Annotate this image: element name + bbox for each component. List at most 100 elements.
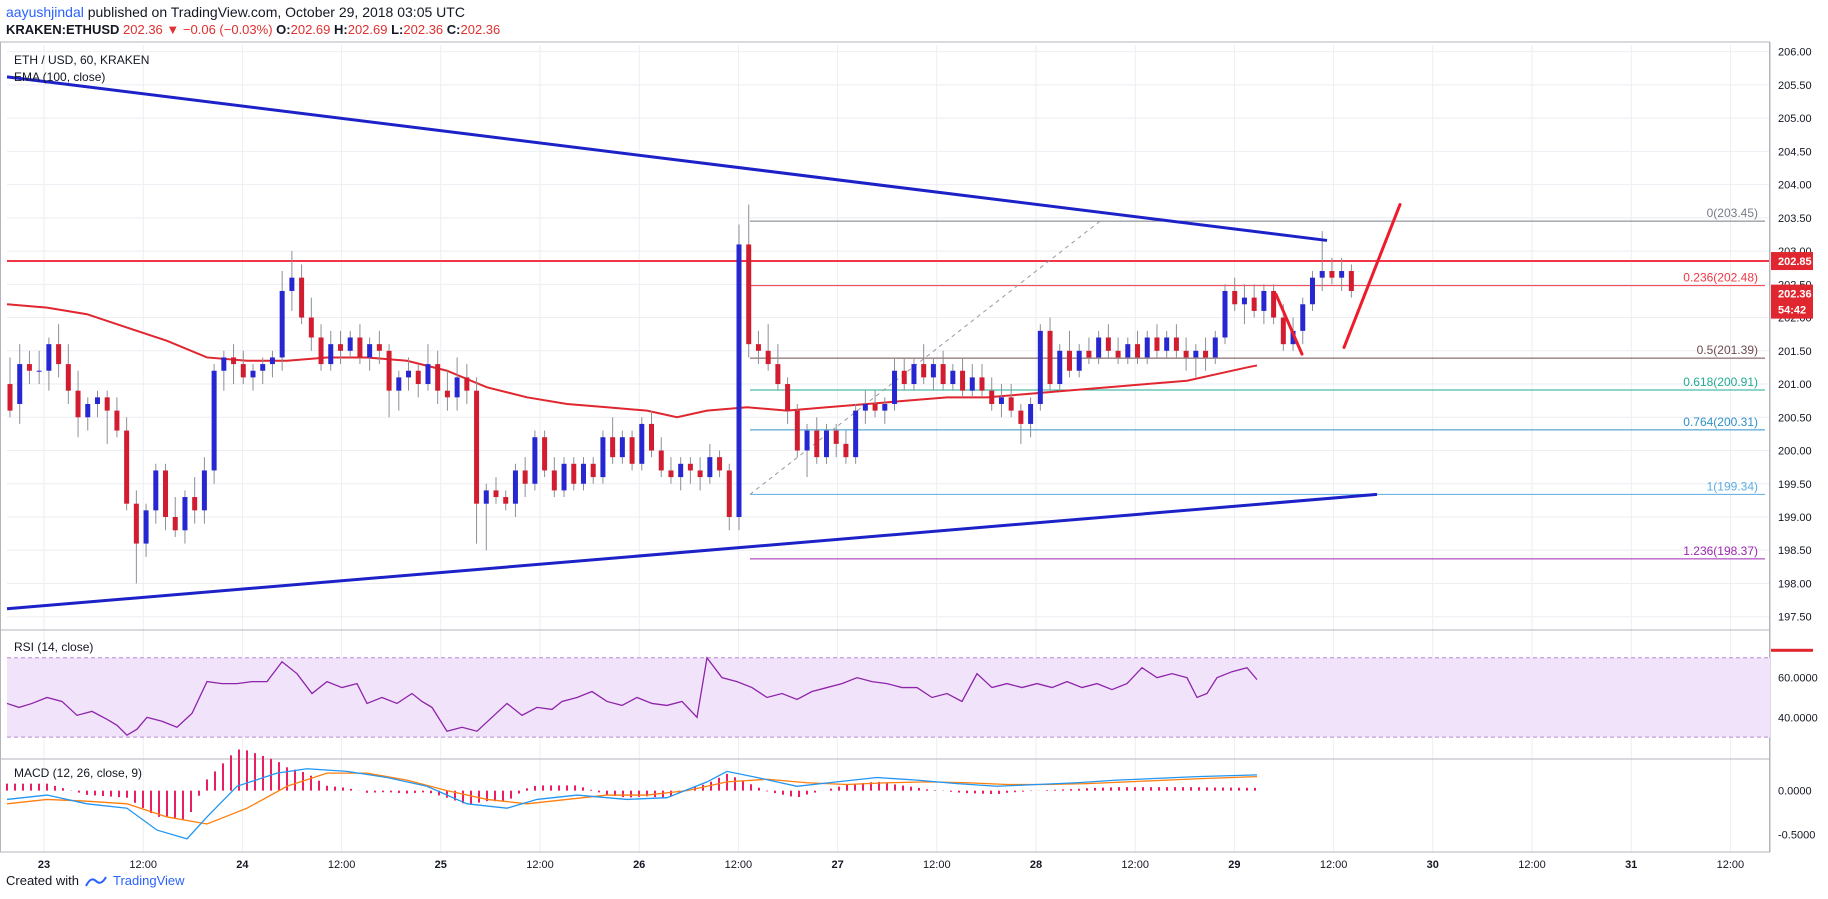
footer: Created with TradingView bbox=[6, 873, 185, 888]
candle-body bbox=[124, 430, 130, 504]
macd-tick-label: -0.5000 bbox=[1778, 829, 1815, 841]
candle-body bbox=[406, 370, 412, 378]
candle-body bbox=[687, 463, 693, 471]
high-label: H: bbox=[334, 22, 348, 37]
candle-body bbox=[736, 244, 742, 517]
candle-body bbox=[940, 364, 946, 385]
y-tick-label: 205.00 bbox=[1778, 113, 1812, 125]
candle-body bbox=[182, 497, 188, 531]
fib-level-label: 0.5(201.39) bbox=[1697, 343, 1758, 357]
y-tick-label: 205.50 bbox=[1778, 80, 1812, 92]
candle-body bbox=[960, 370, 966, 391]
x-tick-label: 12:00 bbox=[923, 859, 951, 870]
projection-arrow bbox=[1342, 203, 1402, 349]
candle-body bbox=[892, 370, 898, 404]
candle-body bbox=[94, 397, 100, 404]
candle-body bbox=[639, 423, 645, 464]
candle-body bbox=[542, 437, 548, 471]
down-arrow-icon: ▼ bbox=[166, 22, 180, 37]
candle-body bbox=[717, 457, 723, 471]
candle-body bbox=[1115, 350, 1121, 358]
macd-tick-label: 0.0000 bbox=[1778, 786, 1812, 798]
candle-body bbox=[998, 397, 1004, 404]
fib-level-label: 1.236(198.37) bbox=[1683, 544, 1758, 558]
y-tick-label: 204.50 bbox=[1778, 146, 1812, 158]
published-text: published on TradingView.com, October 29… bbox=[83, 4, 465, 20]
candle-body bbox=[1348, 271, 1354, 291]
candle-body bbox=[1164, 337, 1170, 351]
candle-body bbox=[649, 423, 655, 451]
y-tick-label: 199.00 bbox=[1778, 512, 1812, 524]
candlesticks bbox=[7, 204, 1354, 584]
candle-body bbox=[580, 463, 586, 484]
rsi-pane: 60.0000 40.0000 bbox=[6, 648, 1818, 738]
candle-body bbox=[1057, 350, 1063, 385]
candle-body bbox=[668, 470, 674, 478]
x-tick-label: 28 bbox=[1030, 859, 1042, 870]
x-tick-label: 25 bbox=[435, 859, 447, 870]
candle-body bbox=[551, 470, 557, 491]
candle-body bbox=[512, 470, 518, 504]
candle-body bbox=[153, 470, 159, 511]
candle-body bbox=[930, 364, 936, 378]
candle-body bbox=[1154, 337, 1160, 351]
open-value: 202.69 bbox=[290, 22, 331, 37]
candle-body bbox=[328, 344, 334, 365]
resistance-price-label: 202.85 bbox=[1778, 256, 1812, 268]
candle-body bbox=[56, 344, 62, 365]
candle-body bbox=[279, 290, 285, 358]
low-value: 202.36 bbox=[403, 22, 444, 37]
y-tick-label: 199.50 bbox=[1778, 479, 1812, 491]
candle-body bbox=[726, 470, 732, 517]
x-tick-label: 12:00 bbox=[1121, 859, 1149, 870]
candle-body bbox=[979, 377, 985, 391]
candle-body bbox=[697, 470, 703, 478]
x-tick-label: 24 bbox=[236, 859, 249, 870]
candle-body bbox=[483, 490, 489, 504]
high-value: 202.69 bbox=[347, 22, 388, 37]
tradingview-link[interactable]: TradingView bbox=[112, 873, 185, 888]
x-tick-label: 12:00 bbox=[526, 859, 554, 870]
candle-body bbox=[571, 463, 577, 484]
rsi-line bbox=[6, 656, 1258, 736]
open-label: O: bbox=[276, 22, 291, 37]
resistance-price-tag bbox=[1771, 252, 1813, 271]
last-price-label: 202.36 bbox=[1778, 289, 1812, 301]
x-tick-label: 31 bbox=[1625, 859, 1637, 870]
candle-body bbox=[1076, 350, 1082, 371]
author-link[interactable]: aayushjindal bbox=[6, 4, 84, 20]
candle-body bbox=[1037, 330, 1043, 404]
candle-body bbox=[1066, 350, 1072, 371]
candle-body bbox=[75, 390, 81, 418]
y-tick-label: 200.50 bbox=[1778, 412, 1812, 424]
candle-body bbox=[1261, 290, 1267, 311]
candle-body bbox=[133, 503, 139, 544]
candle-body bbox=[1125, 344, 1131, 358]
candle-body bbox=[1203, 350, 1209, 358]
candle-body bbox=[104, 397, 110, 411]
candle-body bbox=[1222, 290, 1228, 338]
candle-body bbox=[231, 357, 237, 365]
candle-body bbox=[600, 437, 606, 478]
close-value: 202.36 bbox=[460, 22, 501, 37]
chart-canvas[interactable]: 0(203.45) 0.236(202.48) 0.5(201.39) 0.618(2… bbox=[0, 0, 1828, 870]
macd-signal-line bbox=[6, 772, 1258, 825]
candle-body bbox=[1212, 337, 1218, 358]
candle-body bbox=[260, 364, 266, 371]
candle-body bbox=[240, 364, 246, 378]
candle-body bbox=[843, 443, 849, 458]
candle-body bbox=[376, 344, 382, 351]
ema-line bbox=[6, 303, 1258, 419]
trendlines[interactable] bbox=[6, 75, 1378, 611]
rsi-band-fill bbox=[7, 657, 1770, 738]
candle-body bbox=[1096, 337, 1102, 358]
candle-body bbox=[901, 370, 907, 385]
trendline-upper bbox=[6, 75, 1328, 242]
candle-body bbox=[746, 244, 752, 345]
fib-level-label: 0.236(202.48) bbox=[1683, 271, 1758, 285]
candle-body bbox=[590, 463, 596, 478]
candle-body bbox=[36, 370, 42, 372]
candle-body bbox=[1183, 350, 1189, 358]
candle-body bbox=[1319, 271, 1325, 278]
fib-level-label: 1(199.34) bbox=[1707, 479, 1758, 493]
